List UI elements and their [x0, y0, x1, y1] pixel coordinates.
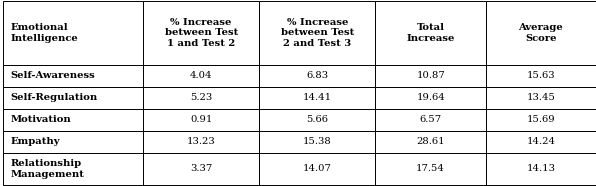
Text: 14.07: 14.07 [303, 164, 332, 173]
Bar [375, 87, 486, 109]
Bar [486, 131, 596, 153]
Text: 15.69: 15.69 [526, 115, 555, 124]
Bar [3, 1, 143, 65]
Text: 15.38: 15.38 [303, 137, 332, 146]
Bar [3, 65, 143, 87]
Bar [375, 131, 486, 153]
Text: Empathy: Empathy [10, 137, 60, 146]
Text: 14.41: 14.41 [303, 93, 332, 102]
Text: 5.66: 5.66 [306, 115, 328, 124]
Text: Motivation: Motivation [10, 115, 71, 124]
Bar [143, 131, 259, 153]
Text: 17.54: 17.54 [416, 164, 445, 173]
Text: 3.37: 3.37 [190, 164, 212, 173]
Bar [3, 131, 143, 153]
Text: 19.64: 19.64 [416, 93, 445, 102]
Text: 13.23: 13.23 [187, 137, 216, 146]
Bar [143, 87, 259, 109]
Text: Self-Regulation: Self-Regulation [10, 93, 97, 102]
Text: Total
Increase: Total Increase [406, 23, 455, 43]
Bar [375, 1, 486, 65]
Bar [486, 153, 596, 185]
Bar [143, 153, 259, 185]
Bar [143, 1, 259, 65]
Text: 10.87: 10.87 [416, 71, 445, 80]
Bar [375, 153, 486, 185]
Text: 14.13: 14.13 [526, 164, 555, 173]
Text: 4.04: 4.04 [190, 71, 212, 80]
Bar [3, 109, 143, 131]
Text: 15.63: 15.63 [526, 71, 555, 80]
Text: % Increase
between Test
1 and Test 2: % Increase between Test 1 and Test 2 [164, 18, 238, 48]
Bar [486, 65, 596, 87]
Bar [486, 109, 596, 131]
Bar [143, 65, 259, 87]
Bar [259, 65, 375, 87]
Bar [3, 87, 143, 109]
Bar [3, 153, 143, 185]
Bar [486, 1, 596, 65]
Bar [259, 109, 375, 131]
Bar [143, 109, 259, 131]
Bar [375, 109, 486, 131]
Bar [259, 1, 375, 65]
Bar [259, 87, 375, 109]
Text: Emotional
Intelligence: Emotional Intelligence [10, 23, 78, 43]
Text: 5.23: 5.23 [190, 93, 212, 102]
Text: Average
Score: Average Score [519, 23, 563, 43]
Text: 6.57: 6.57 [420, 115, 442, 124]
Bar [375, 65, 486, 87]
Text: 28.61: 28.61 [416, 137, 445, 146]
Text: 6.83: 6.83 [306, 71, 328, 80]
Text: 14.24: 14.24 [526, 137, 555, 146]
Text: % Increase
between Test
2 and Test 3: % Increase between Test 2 and Test 3 [281, 18, 354, 48]
Text: Self-Awareness: Self-Awareness [10, 71, 95, 80]
Text: Relationship
Management: Relationship Management [10, 159, 84, 179]
Bar [259, 153, 375, 185]
Text: 0.91: 0.91 [190, 115, 212, 124]
Text: 13.45: 13.45 [526, 93, 555, 102]
Bar [486, 87, 596, 109]
Bar [259, 131, 375, 153]
